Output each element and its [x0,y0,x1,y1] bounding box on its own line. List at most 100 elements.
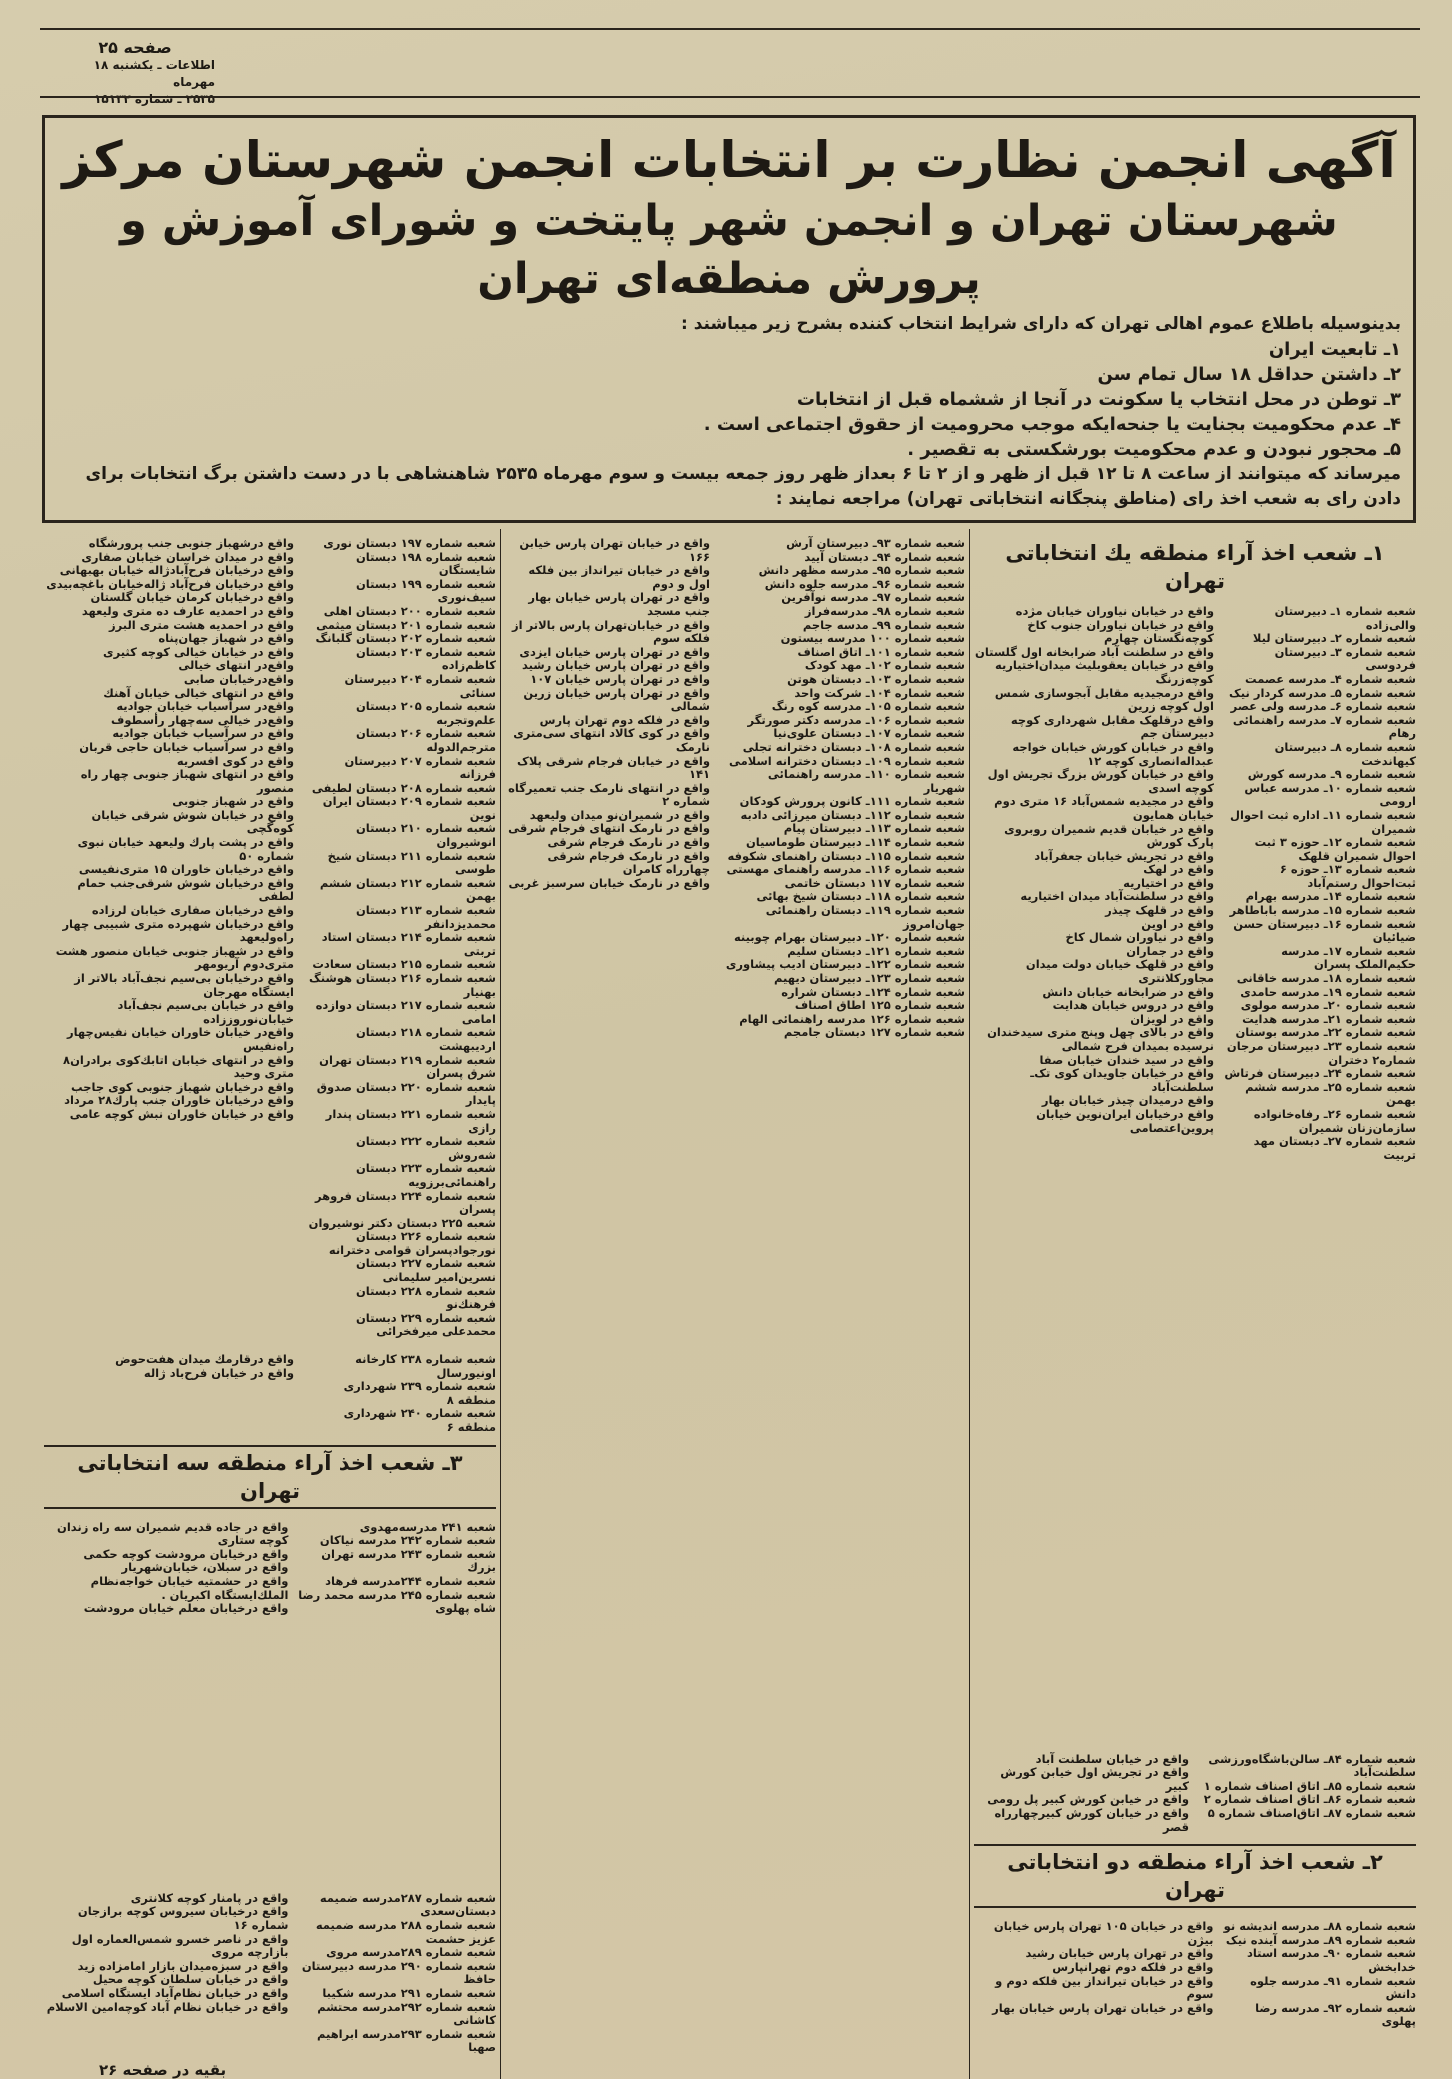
list-item: شعبه شماره ۱۲۰ـ دبیرستان بهرام چوبینه [733,930,965,945]
list-item: شعبه شماره ۲۰۴ دبیرستان سنائی [344,671,496,700]
list-item: شعبه شماره ۲۴۴مدرسه فرهاد [325,1573,496,1588]
list-item: واقع در خیابان خیالی کوچه کثیری [103,644,294,659]
list-item: واقع در شهباز جنوبی خیابان منصور هشت متر… [55,943,294,972]
list-item: شعبه شماره ۱۸ـ مدرسه خاقانی [1236,971,1416,986]
closing-line-2: دادن رای به شعب اخذ رای (مناطق پنجگانه ا… [775,489,1401,509]
list-item: شعبه شماره ۲۸۷مدرسه ضمیمه دبستان‌سعدی [319,1890,496,1919]
list-item: شعبه شماره ۲۱۶ دبستان هوشنگ بهنیار [308,971,496,999]
list-item: شعبه شماره ۲۴ـ دبیرستان فرتاش [1224,1066,1416,1081]
list-item: شعبه شماره ۸۵ـ اتاق اصناف شماره ۱ [1203,1778,1416,1793]
list-item: شعبه شماره ۷ـ مدرسه راهنمائی رهام [1232,712,1416,741]
list-item: شعبه شماره ۱۱۴ـ دبیرستان طوماسیان [745,835,965,850]
zone1-tail-section: شعبه شماره ۸۴ـ سالن‌باشگاه‌ورزشی سلطنت‌آ… [974,1739,1416,1835]
right-column: ۱ـ شعب اخذ آراء منطقه یك انتخاباتی تهران… [969,529,1420,2079]
list-item: شعبه شماره ۱۰۳ـ دبستان هوتن [787,671,965,686]
list-item: شعبه شماره ۲۲۲ دبستان شه‌روش [355,1134,496,1162]
list-item: واقع درخیابان کرمان خیابان گلستان [90,590,294,605]
page-number: صفحه ۲۵ [98,38,172,57]
notice-title-line1: آگهی انجمن نظارت بر انتخابات انجمن شهرست… [62,131,1396,189]
list-item: واقع درخیابان شهپرده متری شبیبی چهار راه… [62,916,294,945]
list-item: واقع در دروس خیابان هدایت [1052,998,1214,1013]
list-item: واقع در پامنار کوچه کلانتری [130,1890,289,1905]
list-item: شعبه شماره ۲۳۸ کارخانه اونیورسال [355,1352,496,1380]
list-item: واقع درشهباز جنوبی جنب پرورشگاه [88,536,294,550]
list-item: واقع در خیابان بی‌سیم نجف‌آباد خیابان‌نو… [117,998,294,1026]
list-item: شعبه شماره ۲۲ـ مدرسه بوستان [1235,1025,1416,1040]
list-item: شعبه ۲۴۱ مدرسه‌مهدوی [359,1519,496,1534]
columns: شعبه شماره ۱۹۷ دبستان نوری شعبه شماره ۱۹۸… [40,529,1420,2079]
list-item: واقع در تجریش خیابان جعفرآباد [1034,848,1214,863]
list-item: واقع در تهران پارس خیابان زرین شمالی [523,685,710,714]
list-item: واقع در کوی کالاد انتهای سی‌متری نارمک [513,726,710,754]
list-item: واقع در سرآسیاب خیابان حاجی قربان [79,739,294,754]
list-item: واقع درخیابان فرح‌آباد ژاله‌خیابان باغچه… [46,576,294,591]
list-item: شعبه شماره ۸۶ـ اتاق اصناف شماره ۲ [1203,1792,1416,1807]
list-item: شعبه شماره ۲۲۴ دبستان فروهر پسران [314,1188,496,1217]
list-item: شعبه شماره ۲۷ـ دبستان مهد تربیت [1253,1134,1416,1162]
list-item: واقع درقارمك میدان هفت‌حوض [115,1352,294,1367]
list-item: واقع درخیابان معلم خیابان مرودشت [83,1601,289,1616]
zone2-rule-bottom [974,1906,1416,1909]
list-item: شعبه شماره ۲۰ـ مدرسه مولوی [1240,998,1416,1013]
list-item: شعبه شماره ۹۸ـ مدرسه‌فراز [804,603,965,618]
list-item: شعبه شماره ۲۱۷ دبستان دوازده امامی [315,998,496,1026]
list-item: واقع در شهباز جنوبی [172,794,294,809]
list-item: واقع در خیابان نیاوران خیابان مژده [1015,604,1214,618]
list-item: واقع در خیابان تیرانداز بین فلکه دوم و س… [995,1973,1214,2002]
list-item: شعبه شماره ۲۸۸ مدرسه ضمیمه عزیز حشمت [315,1918,496,1946]
list-item: شعبه شماره ۱۰۸ـ دبستان دخترانه تجلی [742,739,965,754]
list-item: واقع در مجیدیه شمس‌آباد ۱۶ متری دوم خیاب… [994,794,1214,822]
list-item: شعبه شماره ۲۰۹ دبستان ایران نوین [322,794,496,822]
list-item: شعبه شماره ۸ـ دبیرستان کیهاندخت [1274,739,1416,768]
list-item: شعبه شماره ۱۰۱ـ اتاق اصناف [797,644,965,659]
list-item: شعبه شماره ۱۰۷ـ دبستان علوی‌نیا [773,726,965,741]
list-item: واقع در ناصر خسرو شمس‌العماره اول بازارچ… [71,1931,289,1960]
list-item: واقع در بالای چهل وپنج متری سیدخندان نرس… [987,1025,1214,1053]
list-item: شعبه شماره ۲۱۵ دبستان سعادت [312,957,496,972]
list-item: شعبه شماره ۲۱۴ دبستان استاد تربتی [321,930,496,958]
list-item: واقع در نارمک فرجام شرقی چهارراه کامران [547,848,710,877]
list-item: واقع‌درخیابان صابی [183,671,294,686]
middle-column: شعبه شماره ۹۳ـ دبیرستان آرش شعبه شماره ۹۴… [500,529,969,2079]
list-item: واقع در جاده قدیم شمیران سه راه زندان کو… [57,1519,289,1548]
list-item: شعبه شماره ۲۴۵ مدرسه محمد رضا شاه پهلوی [298,1587,496,1616]
list-item: شعبه شماره ۹۰ـ مدرسه استاد خدابخش [1246,1946,1416,1975]
list-item: واقع در سبزه‌میدان بازار امامزاده زید [77,1958,289,1973]
list-item: واقع در خیابان فرجام شرقی پلاک ۱۴۱ [517,753,710,782]
condition-3: ۳ـ توطن در محل انتخاب یا سکونت در آنجا ا… [796,389,1401,410]
list-item: شعبه شماره ۱۰۶ـ مدرسه دکتر صورتگر [747,712,965,727]
list-item: شعبه شماره ۱۰۲ـ مهد کودک [804,658,965,673]
list-item: شعبه ۲۲۵ دبستان دکتر نوشیروان [308,1215,496,1230]
list-item: واقع در خیابان تیرانداز بین فلکه اول و د… [528,563,710,591]
list-item: شعبه شماره ۱۲۱ـ دبستان سلیم [787,943,965,958]
list-item: شعبه شماره ۱ـ دبیرستان والی‌زاده [1274,604,1416,632]
list-item: شعبه شماره ۲۱۱ دبستان شیخ طوسی [327,848,496,877]
list-item: شعبه شماره ۲۱۹ دبستان تهران شرق پسران [319,1052,496,1081]
list-item: شعبه شماره ۲۹۰ مدرسه دبیرستان حافظ [301,1958,496,1987]
list-item: شعبه شماره ۱۰۴ـ شرکت واحد [794,685,965,700]
list-item: شعبه شماره ۲۲۰ دبستان صدوق پایدار [316,1079,496,1108]
list-item: شعبه شماره ۹۹ـ مدسه جاجم [802,617,965,632]
list-item: شعبه شماره ۱۱۷ دبستان خاتمی [784,875,965,890]
list-item: شعبه شماره ۲۲۸ دبستان فرهنك‌نو [355,1283,496,1312]
list-item: واقع در ضرابخانه خیابان دانش [1042,984,1214,999]
zone2-rule-top [974,1844,1416,1847]
list-item: واقع در خیابان جاویدان کوی تک‌ـ سلطنت‌آب… [1030,1066,1214,1094]
list-item: واقع در حشمتیه خیابان خواجه‌نظام الملك‌ا… [90,1573,289,1602]
list-item: شعبه شماره ۱۴ـ مدرسه بهرام [1245,889,1416,904]
list-item: شعبه شماره ۱۲۷ دبستان جامجم [783,1025,965,1040]
list-item: شعبه شماره ۲۱۲ دبستان ششم بهمن [319,875,496,904]
list-item: واقع درخیابان بی‌سیم نجف‌آباد بالاتر از … [74,971,294,999]
header-bottom-rule [40,96,1420,98]
list-item: واقع در قلهک چیذر [1105,903,1214,918]
list-item: واقع در خیابان سلطنت آباد [1035,1751,1189,1766]
list-item: واقع در قلهک خیابان دولت میدان مجاورکلان… [1025,957,1214,986]
continued-note: بقیه در صفحه ۲۶ [99,2061,227,2079]
list-item: واقع‌در انتهای خیالی [178,658,294,673]
list-item: شعبه شماره ۲۰۸ دبستان لطیفی [311,780,496,795]
list-item: شعبه شماره ۹۲ـ مدرسه رضا پهلوی [1255,2000,1416,2029]
list-item: واقع در تهران پارس خیابان ۱۰۷ [530,671,710,686]
list-item: شعبه شماره ۲۰۶ دبستان مترجم‌الدوله [355,726,496,754]
list-item: واقع‌در سرآسیاب خیابان جوادیه [116,699,294,714]
list-item: شعبه شماره ۲۱۳ دبستان محمدیزدانفر [355,903,496,931]
